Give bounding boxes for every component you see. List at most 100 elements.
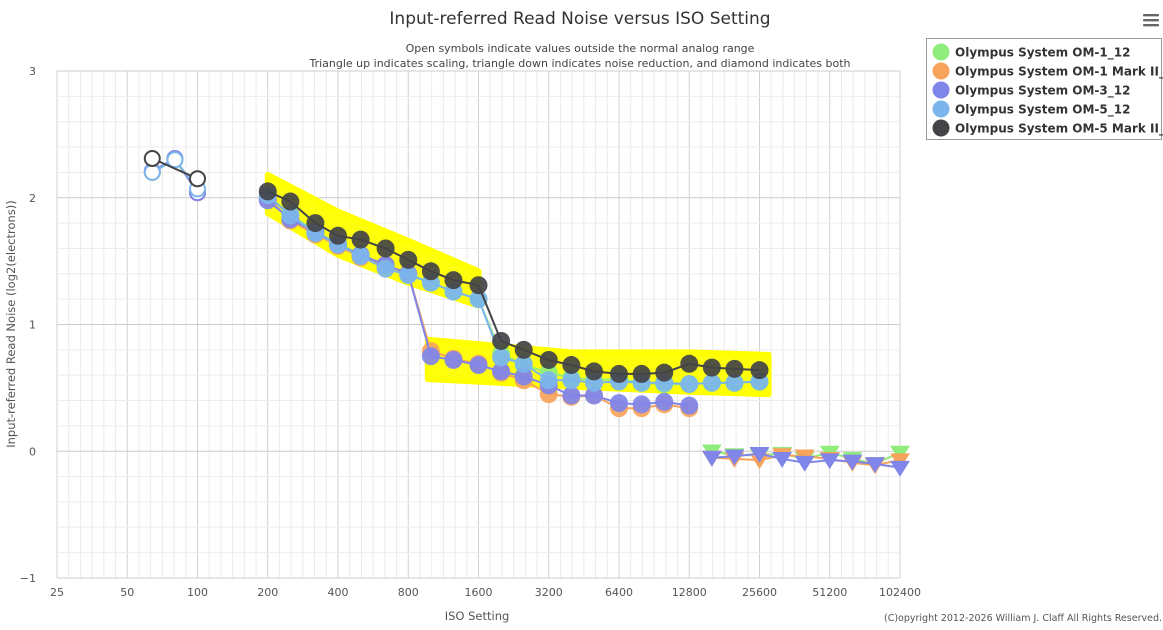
y-axis-title: Input-referred Read Noise (log2(electron… [4, 200, 18, 448]
data-point[interactable] [376, 259, 395, 278]
data-point-triangle-down[interactable] [890, 460, 910, 477]
data-point[interactable] [306, 214, 325, 233]
data-point-triangle-down[interactable] [749, 446, 770, 463]
data-point[interactable] [258, 182, 277, 201]
data-point[interactable] [421, 347, 440, 366]
data-point-triangle-down[interactable] [819, 453, 840, 470]
data-point[interactable] [514, 340, 533, 359]
legend-item[interactable]: Olympus System OM-3_12 [932, 81, 1131, 99]
x-tick-label: 51200 [812, 586, 847, 599]
y-tick-label: 0 [29, 445, 36, 458]
data-point[interactable] [281, 192, 300, 211]
x-tick-label: 400 [328, 586, 349, 599]
x-tick-label: 12800 [672, 586, 707, 599]
data-point[interactable] [376, 239, 395, 258]
legend-label: Olympus System OM-1_12 [955, 46, 1130, 61]
data-point-open[interactable] [189, 170, 206, 188]
legend-label: Olympus System OM-5 Mark II_12 [955, 122, 1163, 137]
x-axis-tick-labels: 25 50 100 200 400 800 1600 3200 6400 12800 25600 51… [50, 586, 921, 599]
data-point[interactable] [514, 354, 533, 373]
x-tick-label: 102400 [879, 586, 921, 599]
data-point[interactable] [632, 395, 651, 414]
data-point[interactable] [351, 230, 370, 249]
data-point-triangle-down[interactable] [772, 452, 793, 468]
x-tick-label: 6400 [605, 586, 633, 599]
legend-label: Olympus System OM-1 Mark II_12 [955, 65, 1163, 80]
data-point[interactable] [702, 358, 721, 377]
data-point[interactable] [444, 271, 463, 290]
data-point[interactable] [655, 392, 674, 411]
data-point-triangle-down[interactable] [842, 454, 863, 471]
data-point-triangle-down[interactable] [701, 450, 722, 467]
x-tick-label: 100 [187, 586, 208, 599]
data-point[interactable] [680, 396, 699, 415]
data-point[interactable] [584, 386, 603, 405]
data-point[interactable] [725, 373, 744, 392]
x-tick-label: 50 [120, 586, 134, 599]
data-point[interactable] [750, 361, 769, 380]
legend-label: Olympus System OM-5_12 [955, 103, 1130, 118]
data-point[interactable] [444, 350, 463, 369]
data-point[interactable] [725, 359, 744, 378]
data-point[interactable] [492, 362, 511, 381]
data-point[interactable] [514, 367, 533, 386]
data-point-open[interactable] [166, 151, 184, 169]
data-point[interactable] [399, 266, 418, 285]
series-layer [143, 149, 910, 477]
hamburger-menu-icon[interactable] [1140, 10, 1160, 30]
data-point[interactable] [655, 363, 674, 382]
legend-marker [932, 81, 950, 99]
legend-item[interactable]: Olympus System OM-5_12 [932, 100, 1131, 118]
data-point[interactable] [469, 276, 488, 295]
data-point[interactable] [399, 250, 418, 269]
x-tick-label: 200 [257, 586, 278, 599]
data-point[interactable] [539, 371, 558, 390]
data-point[interactable] [469, 356, 488, 375]
copyright-notice: (C)opyright 2012-2026 William J. Claff A… [884, 613, 1162, 624]
data-point[interactable] [680, 354, 699, 373]
data-point-triangle-down[interactable] [865, 457, 885, 473]
data-point[interactable] [562, 356, 581, 375]
data-point[interactable] [632, 364, 651, 383]
series-4 [143, 149, 769, 383]
chart-title: Input-referred Read Noise versus ISO Set… [389, 9, 770, 29]
data-point[interactable] [562, 371, 581, 390]
y-tick-label: 1 [29, 319, 36, 332]
series-line [267, 190, 760, 375]
legend-marker [932, 100, 950, 118]
data-point-triangle-down[interactable] [724, 449, 745, 466]
legend-item[interactable]: Olympus System OM-1 Mark II_12 [932, 62, 1163, 80]
legend-item[interactable]: Olympus System OM-1_12 [932, 43, 1131, 61]
data-point[interactable] [610, 394, 628, 413]
chart-subtitle-line-1: Open symbols indicate values outside the… [406, 42, 755, 55]
data-point[interactable] [492, 331, 511, 350]
series-line [267, 194, 760, 386]
chart-subtitle-line-2: Triangle up indicates scaling, triangle … [308, 57, 850, 70]
x-tick-label: 25600 [742, 586, 777, 599]
plot-grid [56, 70, 901, 579]
data-point[interactable] [492, 348, 511, 367]
data-point[interactable] [680, 375, 699, 394]
legend-marker [932, 43, 950, 61]
data-point[interactable] [329, 226, 347, 245]
x-tick-label: 3200 [535, 586, 563, 599]
data-point[interactable] [281, 206, 300, 225]
legend-box [926, 38, 1162, 140]
x-tick-label: 1600 [465, 586, 493, 599]
data-point-open[interactable] [143, 149, 161, 167]
data-point[interactable] [610, 364, 628, 383]
series-3 [143, 151, 769, 394]
data-point-triangle-down[interactable] [794, 455, 815, 472]
data-point[interactable] [351, 247, 370, 266]
data-point[interactable] [702, 373, 721, 392]
data-point[interactable] [562, 386, 581, 405]
y-tick-label: 2 [29, 192, 36, 205]
legend-item[interactable]: Olympus System OM-5 Mark II_12 [932, 119, 1163, 137]
data-point[interactable] [539, 350, 558, 369]
data-point-open[interactable] [143, 163, 161, 181]
legend-marker [932, 119, 950, 137]
data-point[interactable] [584, 362, 603, 381]
x-axis-title: ISO Setting [445, 609, 510, 623]
data-point[interactable] [421, 262, 440, 281]
